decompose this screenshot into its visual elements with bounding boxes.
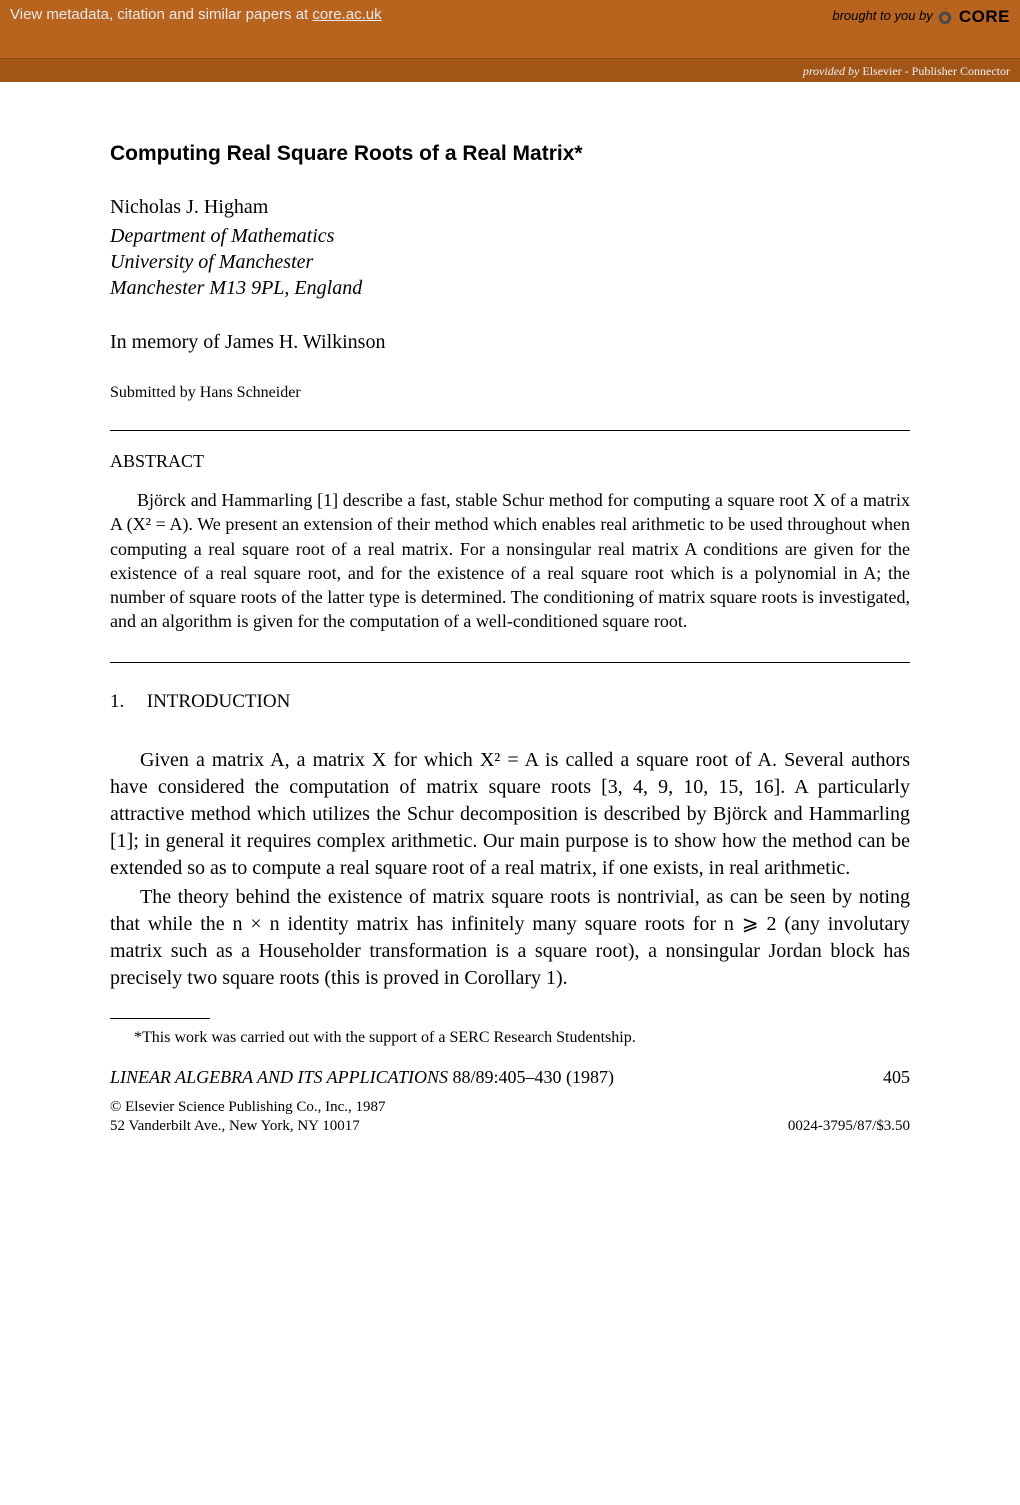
- affiliation-line-1: Department of Mathematics: [110, 223, 910, 249]
- affiliation-line-3: Manchester M13 9PL, England: [110, 275, 910, 301]
- core-brand-text: CORE: [959, 7, 1010, 26]
- journal-vol-pages: 88/89:405–430 (1987): [448, 1067, 614, 1087]
- author-name: Nicholas J. Higham: [110, 196, 910, 219]
- copyright-block: © Elsevier Science Publishing Co., Inc.,…: [110, 1098, 910, 1137]
- section-title: INTRODUCTION: [147, 691, 291, 712]
- intro-para-1: Given a matrix A, a matrix X for which X…: [110, 747, 910, 882]
- core-banner: View metadata, citation and similar pape…: [0, 0, 1020, 58]
- banner-right-block: brought to you by CORE: [832, 2, 1010, 25]
- abstract-heading: ABSTRACT: [110, 451, 910, 472]
- paper-title: Computing Real Square Roots of a Real Ma…: [110, 142, 910, 166]
- footnote-rule: [110, 1018, 210, 1019]
- publisher-address: 52 Vanderbilt Ave., New York, NY 10017: [110, 1118, 360, 1134]
- provider-sub-banner: provided by Elsevier - Publisher Connect…: [0, 58, 1020, 82]
- paper-page: Computing Real Square Roots of a Real Ma…: [0, 82, 1020, 1177]
- core-link[interactable]: core.ac.uk: [312, 6, 381, 23]
- core-logo[interactable]: CORE: [936, 9, 1010, 26]
- banner-prefix: View metadata, citation and similar pape…: [10, 6, 312, 23]
- page-number: 405: [883, 1067, 910, 1088]
- affiliation-line-2: University of Manchester: [110, 249, 910, 275]
- journal-name: LINEAR ALGEBRA AND ITS APPLICATIONS: [110, 1067, 448, 1087]
- submitted-by: Submitted by Hans Schneider: [110, 384, 910, 402]
- section-number: 1.: [110, 691, 142, 713]
- provider-name: Elsevier - Publisher Connector: [862, 64, 1010, 78]
- provided-by: provided by Elsevier - Publisher Connect…: [803, 64, 1010, 78]
- core-apple-icon: [936, 7, 954, 25]
- footnote-text: *This work was carried out with the supp…: [110, 1029, 910, 1047]
- section-heading: 1. INTRODUCTION: [110, 691, 910, 713]
- copyright-line-1: © Elsevier Science Publishing Co., Inc.,…: [110, 1098, 910, 1118]
- issn-price: 0024-3795/87/$3.50: [788, 1117, 910, 1137]
- provided-by-prefix: provided by: [803, 64, 863, 78]
- dedication: In memory of James H. Wilkinson: [110, 331, 910, 354]
- divider-bottom: [110, 662, 910, 663]
- abstract-text: Björck and Hammarling [1] describe a fas…: [110, 488, 910, 634]
- journal-citation: LINEAR ALGEBRA AND ITS APPLICATIONS 88/8…: [110, 1067, 910, 1088]
- intro-para-2: The theory behind the existence of matri…: [110, 884, 910, 992]
- divider-top: [110, 430, 910, 431]
- brought-by-label: brought to you by: [832, 8, 936, 23]
